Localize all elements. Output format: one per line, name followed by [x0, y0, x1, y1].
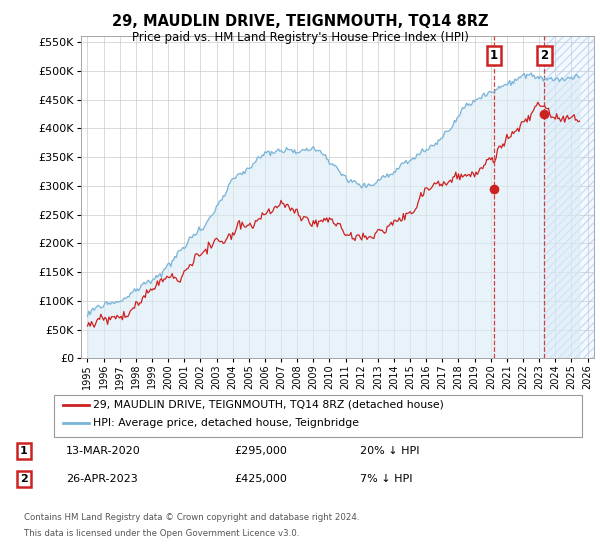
Bar — [544, 36, 594, 358]
Text: HPI: Average price, detached house, Teignbridge: HPI: Average price, detached house, Teig… — [93, 418, 359, 428]
Text: 13-MAR-2020: 13-MAR-2020 — [66, 446, 141, 456]
Text: This data is licensed under the Open Government Licence v3.0.: This data is licensed under the Open Gov… — [24, 529, 299, 538]
Text: 26-APR-2023: 26-APR-2023 — [66, 474, 138, 484]
Text: 2: 2 — [20, 474, 28, 484]
Text: 20% ↓ HPI: 20% ↓ HPI — [360, 446, 419, 456]
Text: 7% ↓ HPI: 7% ↓ HPI — [360, 474, 413, 484]
Text: Price paid vs. HM Land Registry's House Price Index (HPI): Price paid vs. HM Land Registry's House … — [131, 31, 469, 44]
Text: £295,000: £295,000 — [234, 446, 287, 456]
Text: 2: 2 — [541, 49, 548, 62]
Text: 1: 1 — [20, 446, 28, 456]
Text: 1: 1 — [490, 49, 498, 62]
Text: £425,000: £425,000 — [234, 474, 287, 484]
Text: 29, MAUDLIN DRIVE, TEIGNMOUTH, TQ14 8RZ: 29, MAUDLIN DRIVE, TEIGNMOUTH, TQ14 8RZ — [112, 14, 488, 29]
Bar — [544, 36, 594, 358]
Text: 29, MAUDLIN DRIVE, TEIGNMOUTH, TQ14 8RZ (detached house): 29, MAUDLIN DRIVE, TEIGNMOUTH, TQ14 8RZ … — [93, 400, 444, 410]
Text: Contains HM Land Registry data © Crown copyright and database right 2024.: Contains HM Land Registry data © Crown c… — [24, 513, 359, 522]
